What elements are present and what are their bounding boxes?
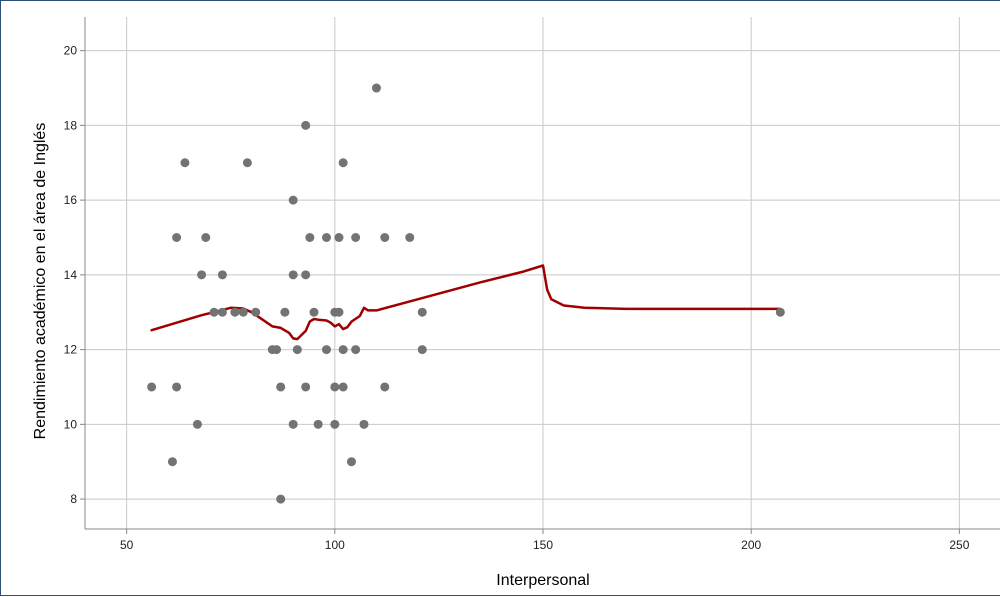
- data-point: [305, 232, 315, 242]
- axes: [80, 17, 1000, 534]
- data-point: [167, 457, 177, 467]
- x-tick-label: 200: [741, 538, 761, 552]
- y-tick-label: 14: [64, 268, 78, 282]
- y-axis-title: Rendimiento académico en el área de Ingl…: [32, 123, 49, 440]
- data-point: [309, 307, 319, 317]
- data-point: [334, 232, 344, 242]
- data-point: [147, 382, 157, 392]
- data-point: [172, 232, 182, 242]
- y-tick-label: 16: [64, 193, 78, 207]
- data-point: [330, 382, 340, 392]
- y-tick-label: 8: [70, 492, 77, 506]
- data-point: [230, 307, 240, 317]
- data-point: [301, 120, 311, 130]
- y-tick-label: 18: [64, 118, 78, 132]
- data-point: [288, 195, 298, 205]
- data-point: [280, 307, 290, 317]
- data-point: [217, 307, 227, 317]
- data-point: [288, 419, 298, 429]
- data-point: [217, 270, 227, 280]
- data-point: [351, 232, 361, 242]
- data-point: [321, 345, 331, 355]
- y-tick-label: 10: [64, 417, 78, 431]
- data-point: [172, 382, 182, 392]
- data-point: [209, 307, 219, 317]
- data-point: [272, 345, 282, 355]
- data-point: [417, 345, 427, 355]
- data-point: [238, 307, 248, 317]
- x-tick-label: 100: [325, 538, 345, 552]
- data-point: [338, 382, 348, 392]
- data-point: [405, 232, 415, 242]
- data-point: [775, 307, 785, 317]
- data-point: [351, 345, 361, 355]
- data-point: [313, 419, 323, 429]
- data-point: [276, 382, 286, 392]
- gridlines: [85, 17, 1000, 529]
- x-axis-title: Interpersonal: [496, 572, 589, 589]
- data-point: [321, 232, 331, 242]
- y-tick-label: 12: [64, 343, 78, 357]
- y-tick-label: 20: [64, 44, 78, 58]
- fit-line-layer: [150, 264, 782, 341]
- data-point: [359, 419, 369, 429]
- data-point: [288, 270, 298, 280]
- data-point: [371, 83, 381, 93]
- data-point: [180, 158, 190, 168]
- data-point: [334, 307, 344, 317]
- data-point: [292, 345, 302, 355]
- data-point: [251, 307, 261, 317]
- x-tick-label: 150: [533, 538, 553, 552]
- data-point: [276, 494, 286, 504]
- x-tick-label: 250: [949, 538, 969, 552]
- data-point: [380, 382, 390, 392]
- data-point: [417, 307, 427, 317]
- fit-line: [150, 264, 782, 341]
- tick-labels: 50 100 150 200 250 8 10 12 14 16 18 20: [64, 44, 970, 552]
- data-point: [192, 419, 202, 429]
- data-point: [201, 232, 211, 242]
- data-point: [301, 382, 311, 392]
- data-point: [330, 419, 340, 429]
- data-point: [380, 232, 390, 242]
- x-tick-label: 50: [120, 538, 134, 552]
- data-point: [338, 345, 348, 355]
- data-point: [242, 158, 252, 168]
- data-point: [338, 158, 348, 168]
- data-point: [301, 270, 311, 280]
- data-point: [197, 270, 207, 280]
- data-point: [346, 457, 356, 467]
- data-points: [147, 83, 785, 504]
